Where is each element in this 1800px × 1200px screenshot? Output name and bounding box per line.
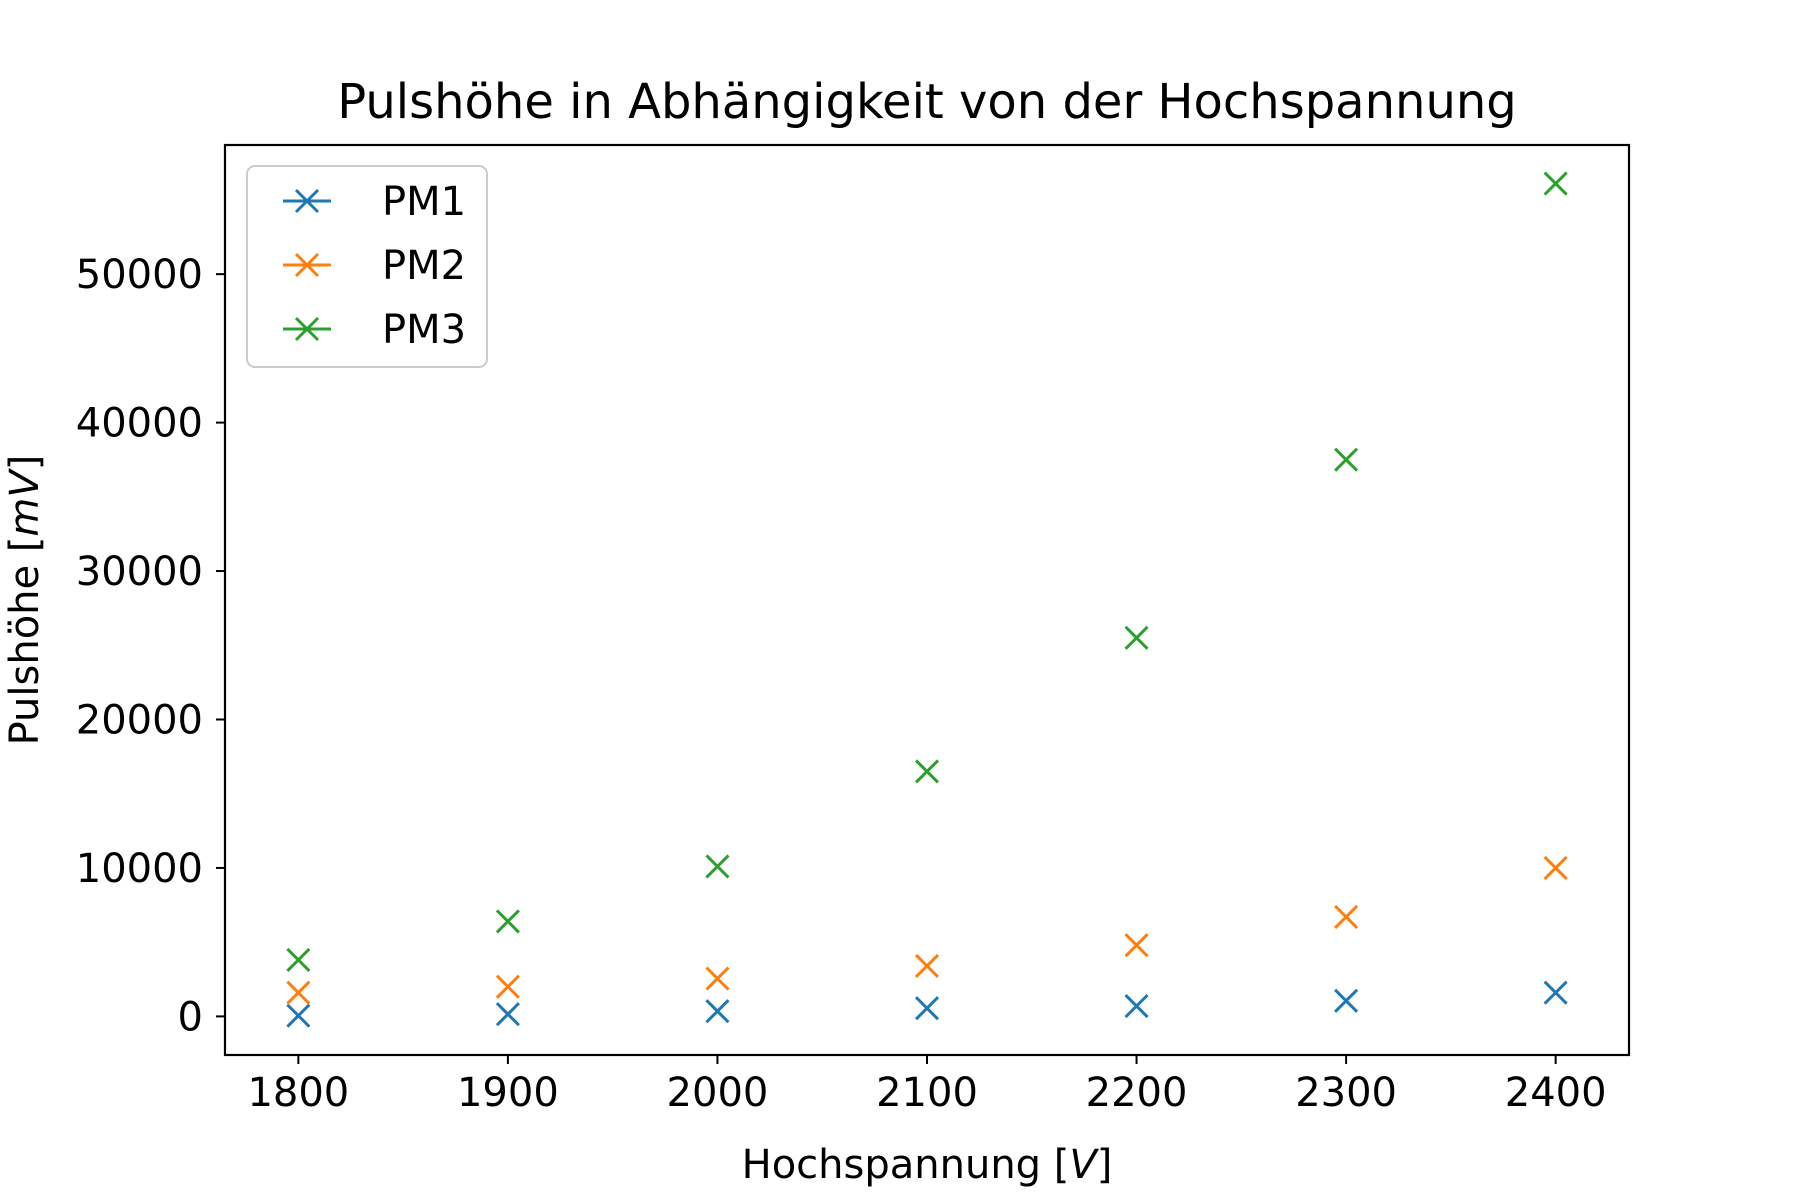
legend-entry-pm3: PM3 [283, 307, 466, 353]
y-tick-label: 30000 [76, 549, 203, 595]
legend-marker-icon [294, 316, 320, 342]
plot-frame [223, 143, 1631, 1057]
data-point [914, 759, 940, 784]
y-tick-label: 20000 [76, 698, 203, 744]
x-axis: 1800 1900 2000 2100 2200 2300 2400 [247, 1055, 1607, 1116]
legend-label: PM2 [382, 243, 466, 289]
series-pm3 [286, 171, 1568, 973]
x-tick-label: 2000 [667, 1070, 769, 1116]
data-point [914, 953, 940, 978]
data-point [286, 980, 311, 1005]
series-pm2 [286, 855, 1568, 1005]
data-point [1334, 988, 1359, 1013]
y-tick-label: 0 [178, 994, 203, 1040]
y-axis-title-prefix: Pulshöhe [ [2, 537, 48, 746]
data-point [495, 974, 520, 999]
x-axis-title-unit: V [1069, 1142, 1099, 1188]
data-point [1124, 933, 1149, 958]
plot-area [286, 171, 1568, 1028]
y-axis-title-unit: mV [2, 468, 48, 537]
series-pm1 [286, 980, 1568, 1028]
x-tick-label: 2400 [1505, 1070, 1607, 1116]
chart-title: Pulshöhe in Abhängigkeit von der Hochspa… [337, 74, 1517, 130]
legend: PM1 PM2 PM3 [246, 165, 488, 368]
legend-marker-icon [294, 252, 320, 278]
x-tick-label: 2200 [1086, 1070, 1188, 1116]
data-point [495, 909, 520, 934]
data-point [1124, 993, 1149, 1019]
legend-entry-pm1: PM1 [283, 179, 466, 225]
data-point [286, 1003, 311, 1028]
data-point [1543, 171, 1568, 196]
legend-box [246, 165, 488, 368]
legend-label: PM1 [382, 179, 466, 225]
data-point [914, 996, 940, 1021]
x-tick-label: 2100 [876, 1070, 978, 1116]
data-point [495, 1002, 520, 1027]
data-point [705, 999, 730, 1024]
x-axis-title: Hochspannung [V] [742, 1142, 1113, 1188]
y-tick-label: 40000 [76, 401, 203, 447]
data-point [1334, 904, 1359, 930]
data-point [1334, 447, 1359, 472]
x-tick-label: 1800 [247, 1070, 349, 1116]
y-tick-label: 10000 [76, 846, 203, 892]
data-point [705, 966, 730, 991]
legend-marker-icon [294, 188, 320, 214]
legend-entry-pm2: PM2 [283, 243, 466, 289]
y-axis-title: Pulshöhe [mV] [2, 455, 48, 746]
x-axis-title-suffix: ] [1097, 1142, 1113, 1188]
y-axis-title-suffix: ] [2, 455, 48, 471]
legend-entries: PM1 PM2 PM3 [283, 179, 466, 353]
x-axis-title-prefix: Hochspannung [ [742, 1142, 1070, 1188]
y-tick-label: 50000 [76, 252, 203, 298]
data-point [1543, 855, 1568, 881]
legend-label: PM3 [382, 307, 466, 353]
data-point [705, 854, 730, 879]
x-tick-label: 1900 [457, 1070, 559, 1116]
x-tick-label: 2300 [1295, 1070, 1397, 1116]
data-point [1543, 980, 1568, 1005]
data-point [286, 947, 311, 973]
y-axis: 0 10000 20000 30000 40000 50000 [76, 252, 225, 1040]
data-point [1124, 625, 1149, 650]
